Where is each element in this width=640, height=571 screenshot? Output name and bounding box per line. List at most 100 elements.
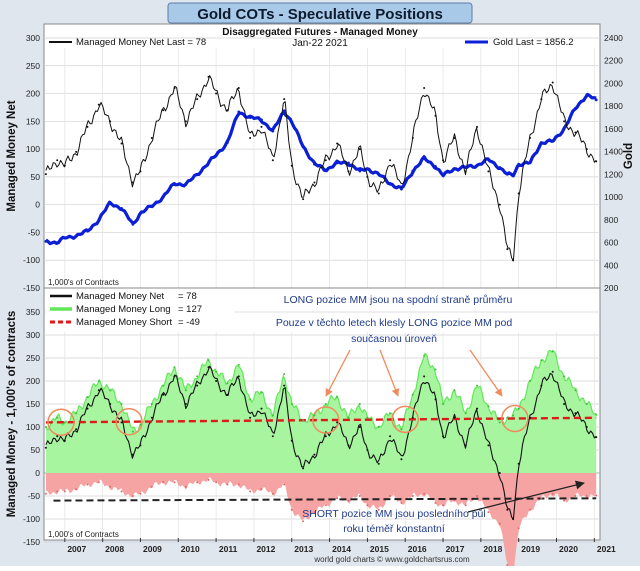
net-point (283, 98, 286, 101)
net-point (313, 453, 316, 456)
highlight-circle (115, 407, 143, 436)
short-point (585, 495, 588, 497)
highlight-circle (312, 406, 340, 434)
net-point (139, 444, 142, 447)
net-point (313, 181, 316, 184)
gold-point (313, 162, 316, 166)
y-tick-label: 350 (26, 307, 40, 317)
net-point (423, 87, 426, 89)
short-point (366, 504, 369, 507)
gold-point (184, 183, 188, 186)
long-point (476, 384, 479, 387)
gold-point (358, 169, 362, 173)
net-point (56, 159, 59, 162)
net-point (237, 87, 240, 89)
long-point (283, 373, 286, 376)
top-left-axis-title: Managed Money Net (6, 100, 18, 211)
highlight-circle (47, 408, 75, 437)
net-point (366, 449, 369, 451)
short-point (313, 511, 316, 514)
gold-point (214, 153, 218, 157)
short-point (358, 495, 361, 497)
long-point (97, 380, 100, 382)
net-point (75, 428, 78, 431)
long-point (336, 396, 339, 399)
short-point (551, 492, 554, 495)
short-point (207, 478, 210, 481)
short-point (86, 483, 89, 486)
net-point (226, 393, 229, 396)
gold-point (441, 174, 445, 177)
net-point (540, 384, 543, 387)
net-point (162, 393, 165, 396)
gold-point (487, 158, 490, 161)
net-point (139, 170, 142, 173)
net-point (498, 472, 501, 474)
net-point (162, 109, 165, 112)
gold-point (195, 172, 199, 176)
net-point (512, 518, 515, 520)
long-point (207, 359, 210, 362)
net-point (324, 435, 327, 438)
y-right-tick-label: 2000 (604, 78, 623, 88)
net-point (487, 170, 490, 173)
gold-point (324, 168, 328, 172)
x-tick-label: 2014 (332, 544, 351, 554)
short-point (595, 494, 598, 497)
y-tick-label: 50 (31, 445, 41, 455)
short-point (434, 501, 437, 504)
net-point (109, 403, 112, 405)
short-point (226, 483, 229, 486)
short-point (249, 490, 252, 493)
net-point (529, 137, 532, 139)
gold-point (574, 107, 577, 110)
legend2-net-value: = 78 (178, 291, 197, 302)
long-point (249, 398, 252, 401)
net-point (336, 142, 339, 145)
long-point (173, 366, 176, 369)
net-point (184, 120, 187, 123)
net-point (207, 366, 210, 369)
x-tick-label: 2013 (294, 544, 313, 554)
y-tick-label: 100 (26, 422, 40, 432)
short-point (464, 504, 467, 507)
net-point (540, 98, 543, 101)
net-point (196, 384, 199, 387)
long-point (358, 403, 361, 405)
y-tick-label: 200 (26, 89, 40, 99)
gold-point (335, 161, 339, 165)
net-point (290, 164, 293, 167)
net-point (120, 421, 123, 424)
net-point (173, 375, 176, 378)
long-point (150, 403, 153, 405)
title-bar (167, 2, 473, 24)
legend2-short-label: Managed Money Short (76, 317, 172, 328)
y-right-tick-label: 800 (604, 215, 618, 225)
gold-price-line (44, 92, 597, 246)
long-point (184, 389, 187, 392)
net-point (196, 98, 199, 101)
long-point (215, 370, 218, 373)
net-point (237, 375, 240, 378)
gold-point (173, 182, 176, 185)
short-point (347, 499, 350, 502)
short-point (453, 499, 456, 502)
net-point (434, 398, 437, 401)
net-point (563, 403, 566, 405)
annotation-short-line2: roku téměř konstantní (343, 523, 445, 535)
long-point (423, 354, 426, 357)
short-point (260, 488, 263, 491)
long-point (506, 416, 509, 419)
net-point (358, 426, 361, 428)
x-tick-label: 2020 (559, 544, 578, 554)
short-point (162, 481, 165, 484)
y-tick-label: -100 (23, 255, 40, 265)
gold-point (44, 240, 48, 243)
long-point (347, 416, 350, 419)
y-right-tick-label: 2200 (604, 56, 623, 66)
y-tick-label: 50 (31, 172, 41, 182)
net-point (563, 120, 566, 123)
long-point (517, 407, 520, 410)
gold-point (301, 144, 305, 148)
gold-point (97, 218, 101, 222)
